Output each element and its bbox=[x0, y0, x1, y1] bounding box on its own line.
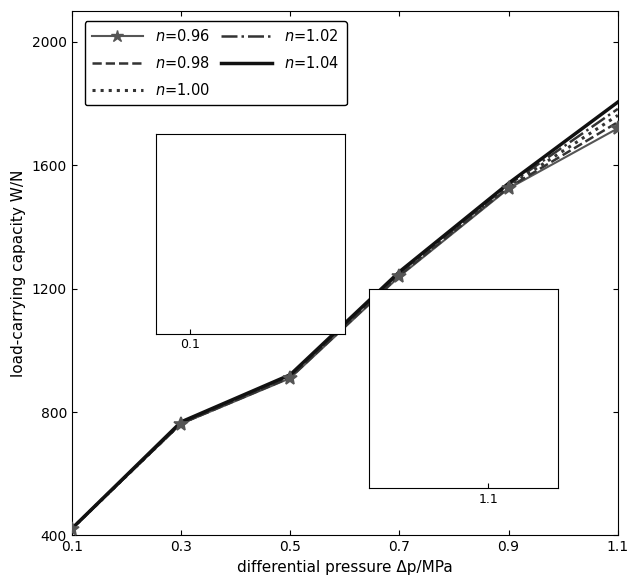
Legend: $n$=0.96, $n$=0.98, $n$=1.00, $n$=1.02, $n$=1.04: $n$=0.96, $n$=0.98, $n$=1.00, $n$=1.02, … bbox=[84, 21, 346, 105]
Y-axis label: load-carrying capacity W/N: load-carrying capacity W/N bbox=[11, 169, 26, 377]
X-axis label: differential pressure Δp/MPa: differential pressure Δp/MPa bbox=[237, 560, 452, 575]
